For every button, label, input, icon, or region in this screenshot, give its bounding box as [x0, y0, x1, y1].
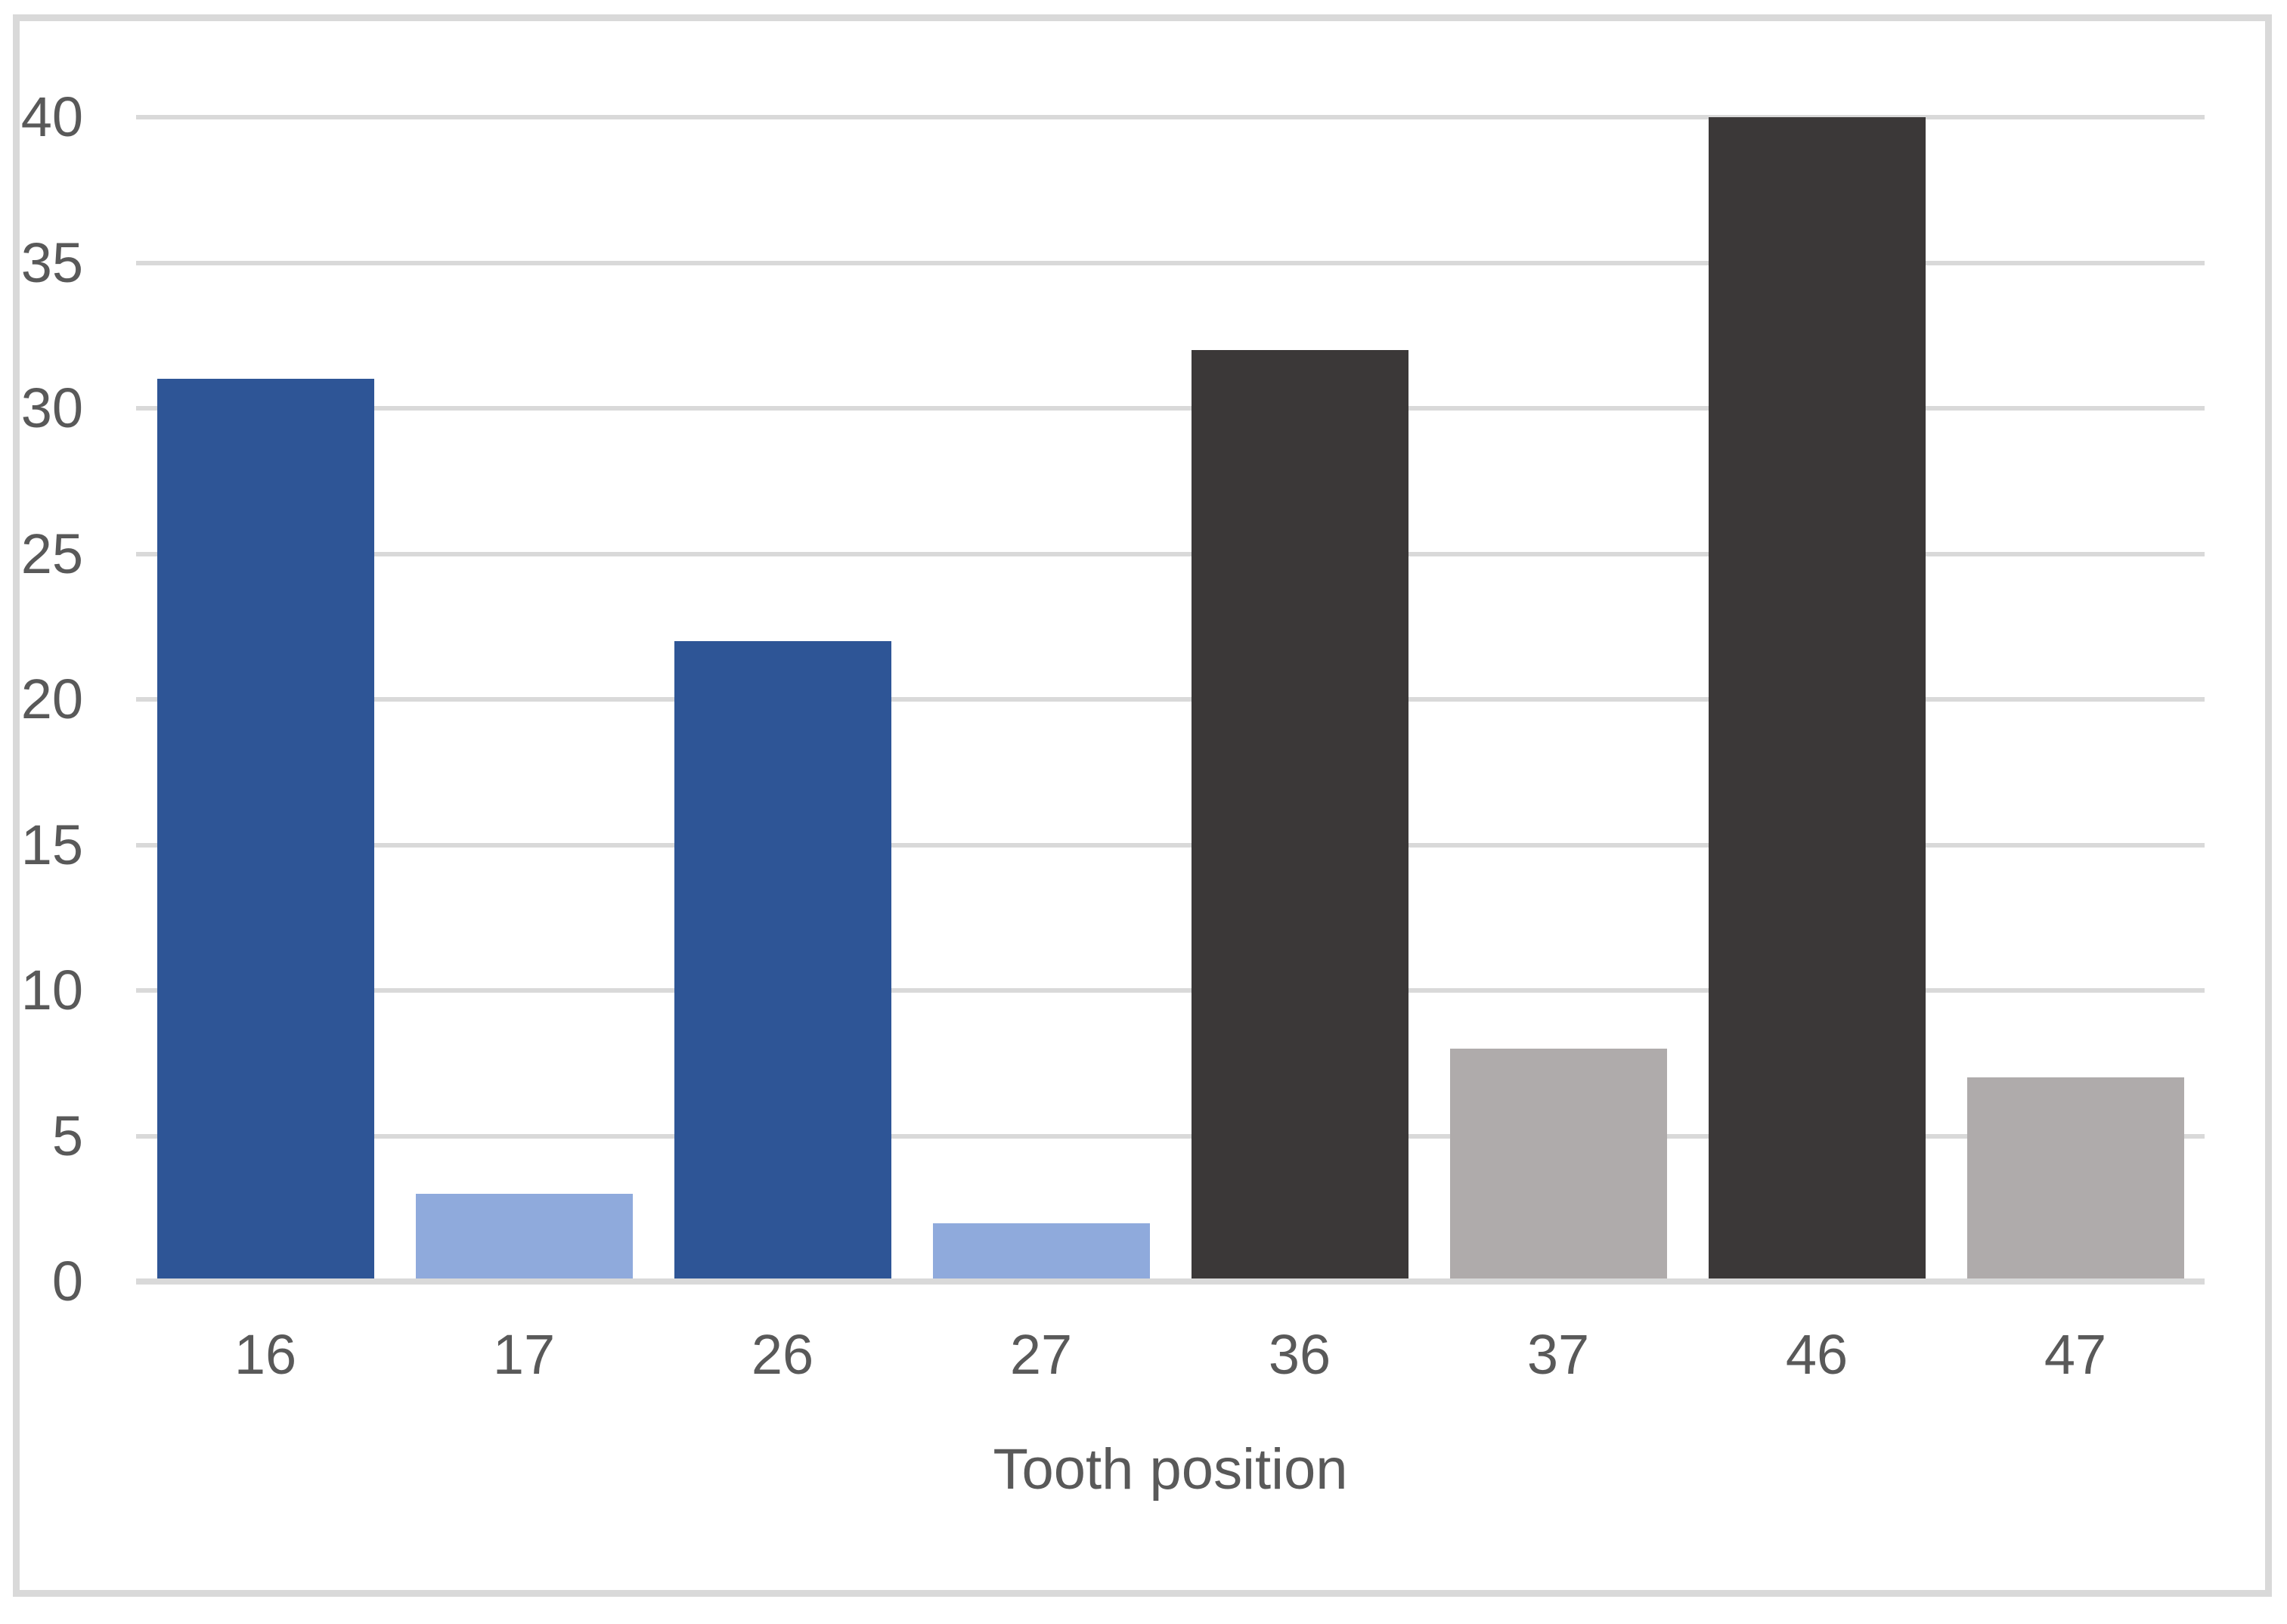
y-tick-label-10: 10 [20, 959, 83, 1021]
y-tick-label-20: 20 [20, 668, 83, 730]
gridline-30 [136, 406, 2205, 411]
y-tick-label-5: 5 [51, 1105, 83, 1167]
x-tick-label-47: 47 [2044, 1323, 2107, 1386]
x-tick-label-37: 37 [1526, 1323, 1590, 1386]
gridline-40 [136, 115, 2205, 119]
y-tick-label-0: 0 [51, 1250, 83, 1313]
gridline-35 [136, 261, 2205, 265]
x-tick-label-46: 46 [1785, 1323, 1849, 1386]
gridline-15 [136, 843, 2205, 848]
x-tick-label-17: 17 [492, 1323, 556, 1386]
bar-47 [1967, 1077, 2184, 1282]
gridline-5 [136, 1134, 2205, 1139]
x-tick-label-27: 27 [1009, 1323, 1073, 1386]
bar-16 [157, 379, 374, 1282]
x-tick-label-26: 26 [751, 1323, 814, 1386]
y-tick-label-35: 35 [20, 231, 83, 294]
y-tick-label-40: 40 [20, 85, 83, 148]
bar-37 [1450, 1049, 1667, 1282]
bar-26 [674, 641, 891, 1282]
x-tick-label-16: 16 [234, 1323, 297, 1386]
gridline-10 [136, 988, 2205, 993]
x-axis-line [136, 1278, 2205, 1285]
x-axis-title: Tooth position [993, 1437, 1348, 1502]
bar-27 [933, 1223, 1150, 1282]
gridline-20 [136, 697, 2205, 702]
bar-17 [416, 1194, 633, 1282]
y-tick-label-15: 15 [20, 814, 83, 876]
bar-36 [1192, 350, 1408, 1282]
x-tick-label-36: 36 [1268, 1323, 1331, 1386]
y-tick-label-30: 30 [20, 377, 83, 439]
bar-46 [1709, 117, 1926, 1282]
y-tick-label-25: 25 [20, 522, 83, 585]
gridline-25 [136, 552, 2205, 556]
